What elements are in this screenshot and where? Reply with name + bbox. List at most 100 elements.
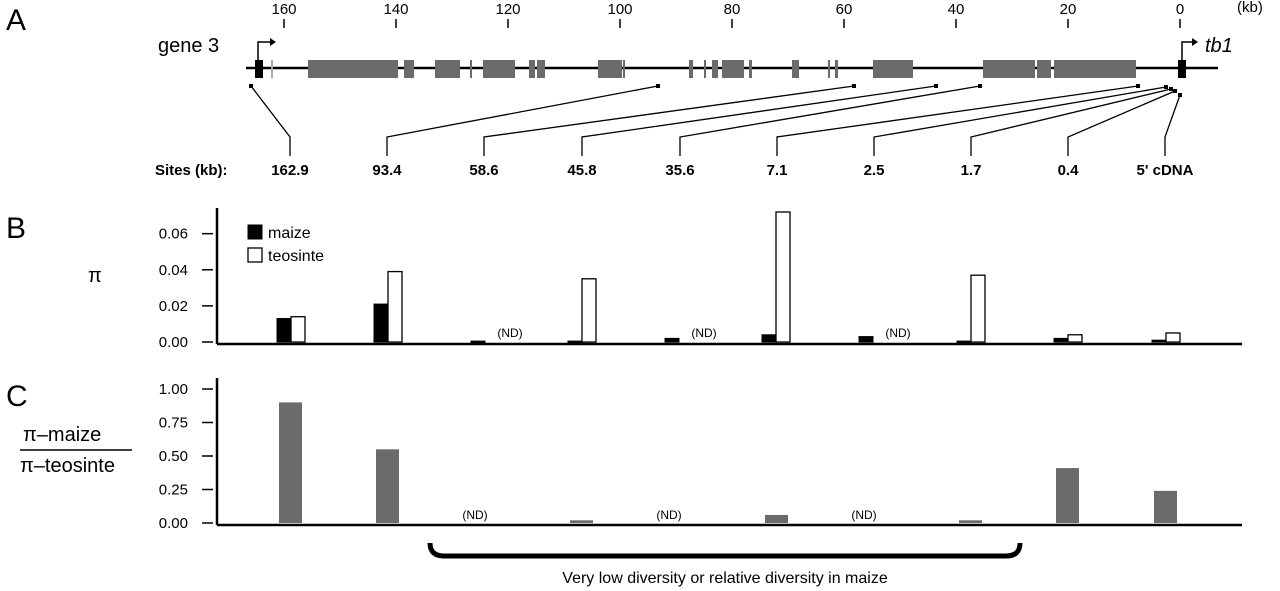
site-label: 93.4	[372, 162, 402, 179]
gene3-arrowhead	[270, 38, 276, 46]
scale-tick-label: 120	[495, 1, 520, 18]
site-label: 45.8	[567, 162, 596, 179]
exon	[483, 60, 515, 78]
chart-pi: π 0.00 0.02 0.04 0.06 (ND) (ND) (ND) maize te…	[88, 208, 1242, 351]
pi-y-tick-label: 0.02	[159, 298, 188, 315]
ratio-label-bottom: π–teosinte	[20, 455, 115, 477]
maize-bar	[956, 340, 972, 344]
scale-unit: (kb)	[1237, 0, 1263, 16]
exon	[828, 60, 830, 78]
ratio-y-tick-label: 0.50	[159, 448, 188, 465]
ratio-bar	[765, 514, 788, 523]
teosinte-bar	[387, 270, 403, 343]
scale-tick-label: 40	[948, 1, 965, 18]
legend-teosinte-swatch	[247, 247, 263, 263]
exon	[689, 60, 693, 78]
bracket-label: Very low diversity or relative diversity…	[562, 570, 888, 587]
exon	[749, 60, 752, 78]
exon	[1037, 60, 1051, 78]
gene3-label: gene 3	[158, 35, 219, 57]
ratio-bar	[570, 520, 593, 523]
exon	[308, 60, 398, 78]
site-leader	[250, 85, 291, 156]
exon	[835, 60, 838, 78]
panel-label-b: B	[6, 212, 26, 245]
maize-bar	[567, 340, 583, 344]
site-label: 1.7	[961, 162, 982, 179]
exon	[529, 60, 535, 78]
maize-bar	[858, 336, 874, 343]
site-label: 2.5	[864, 162, 885, 179]
gene3-arrow	[257, 41, 270, 62]
site-leader	[970, 88, 1172, 156]
scale-tick-label: 60	[836, 1, 853, 18]
site-leader	[1164, 94, 1181, 156]
maize-bar	[1053, 337, 1069, 343]
maize-bar	[1151, 339, 1167, 343]
scale-tick-label: 140	[383, 1, 408, 18]
scale-tick-label: 100	[607, 1, 632, 18]
exon	[435, 60, 460, 78]
site-label: 5' cDNA	[1137, 162, 1194, 179]
ratio-label-top: π–maize	[23, 424, 101, 446]
maize-bar	[761, 334, 777, 343]
exon	[271, 60, 273, 78]
exon	[722, 60, 744, 78]
ratio-y-tick-label: 0.25	[159, 482, 188, 499]
maize-bar	[373, 303, 389, 343]
maize-bar	[276, 318, 292, 343]
site-leader	[679, 85, 981, 156]
ratio-bar	[1056, 468, 1079, 523]
site-leader	[386, 85, 659, 156]
tb1-label: tb1	[1205, 35, 1233, 57]
nd-label: (ND)	[851, 508, 876, 522]
ratio-bar	[376, 449, 399, 523]
exon	[1178, 60, 1186, 78]
scale-tick-label: 20	[1060, 1, 1077, 18]
site-label: 58.6	[469, 162, 498, 179]
site-leader	[483, 85, 855, 156]
site-leader	[873, 86, 1167, 156]
gene-map: (kb) gene 3 tb1 160 140 120 100 80 60 40 20 0 Si…	[155, 0, 1263, 179]
site-leader	[776, 85, 1139, 156]
site-label: 0.4	[1058, 162, 1080, 179]
maize-bar	[664, 337, 680, 343]
exon	[537, 60, 545, 78]
pi-y-tick-label: 0.00	[159, 334, 188, 351]
teosinte-bar	[775, 211, 791, 343]
pi-axis-label: π	[88, 265, 102, 287]
nd-label: (ND)	[462, 508, 487, 522]
exon	[712, 60, 718, 78]
ratio-bar	[279, 402, 302, 523]
scale-tick-label: 80	[724, 1, 741, 18]
tb1-arrowhead	[1192, 38, 1198, 46]
exon	[873, 60, 913, 78]
site-leader	[1067, 90, 1176, 156]
panel-label-c: C	[6, 380, 28, 413]
pi-y-tick-label: 0.06	[159, 226, 188, 243]
site-label: 162.9	[271, 162, 309, 179]
panel-label-a: A	[6, 4, 26, 37]
exon	[1054, 60, 1136, 78]
site-label: 35.6	[665, 162, 694, 179]
exon	[983, 60, 1035, 78]
teosinte-bar	[290, 316, 306, 343]
ratio-y-tick-label: 0.00	[159, 515, 188, 532]
legend-maize-swatch	[247, 224, 263, 240]
exon	[704, 60, 706, 78]
teosinte-bar	[1067, 334, 1083, 343]
tb1-arrow	[1181, 41, 1192, 62]
exon	[623, 60, 625, 78]
site-leader	[581, 85, 937, 156]
teosinte-bar	[581, 278, 597, 343]
scale-tick-label: 0	[1176, 1, 1184, 18]
exon	[404, 60, 414, 78]
teosinte-bar	[970, 274, 986, 343]
nd-label: (ND)	[497, 326, 522, 340]
exon	[792, 60, 799, 78]
legend-teosinte-label: teosinte	[268, 248, 324, 265]
pi-y-tick-label: 0.04	[159, 262, 188, 279]
scale-tick-label: 160	[271, 1, 296, 18]
exon	[598, 60, 622, 78]
